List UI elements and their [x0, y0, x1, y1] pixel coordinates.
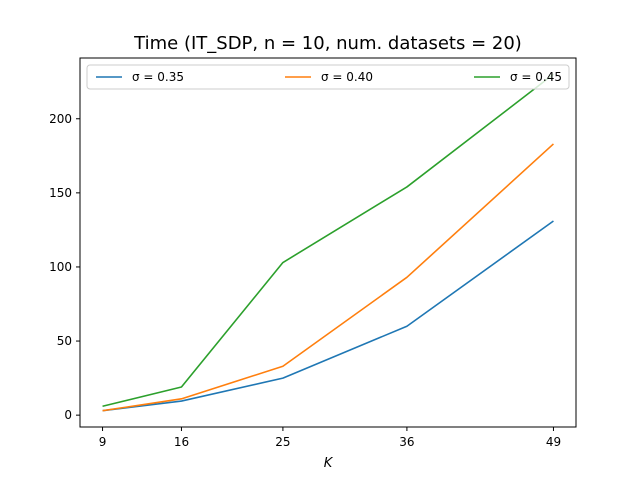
x-tick-label: 9 — [99, 435, 107, 449]
plot-area — [102, 73, 554, 412]
x-axis-label: K — [324, 456, 334, 471]
series-line-3 — [102, 73, 554, 408]
y-axis-ticks: 0 50 100 150 200 — [49, 112, 80, 422]
legend-box — [86, 64, 570, 90]
legend-label: σ = 0.40 — [321, 70, 373, 84]
series-line-1 — [102, 220, 554, 412]
y-tick-label: 50 — [57, 334, 72, 348]
series-line-2 — [102, 143, 554, 412]
x-tick-label: 25 — [275, 435, 290, 449]
series-group — [102, 73, 554, 412]
x-tick-label: 16 — [174, 435, 189, 449]
chart-title: Time (IT_SDP, n = 10, num. datasets = 20… — [133, 33, 522, 54]
y-tick-label: 0 — [64, 408, 72, 422]
y-tick-label: 200 — [49, 112, 72, 126]
x-axis-ticks: 9 16 25 36 49 — [99, 427, 561, 449]
y-tick-label: 150 — [49, 186, 72, 200]
y-tick-label: 100 — [49, 260, 72, 274]
legend-label: σ = 0.35 — [132, 70, 184, 84]
legend-label: σ = 0.45 — [510, 70, 562, 84]
axes-frame — [79, 57, 577, 428]
legend: σ = 0.35 σ = 0.40 σ = 0.45 — [86, 64, 570, 90]
x-tick-label: 36 — [399, 435, 414, 449]
x-tick-label: 49 — [546, 435, 561, 449]
